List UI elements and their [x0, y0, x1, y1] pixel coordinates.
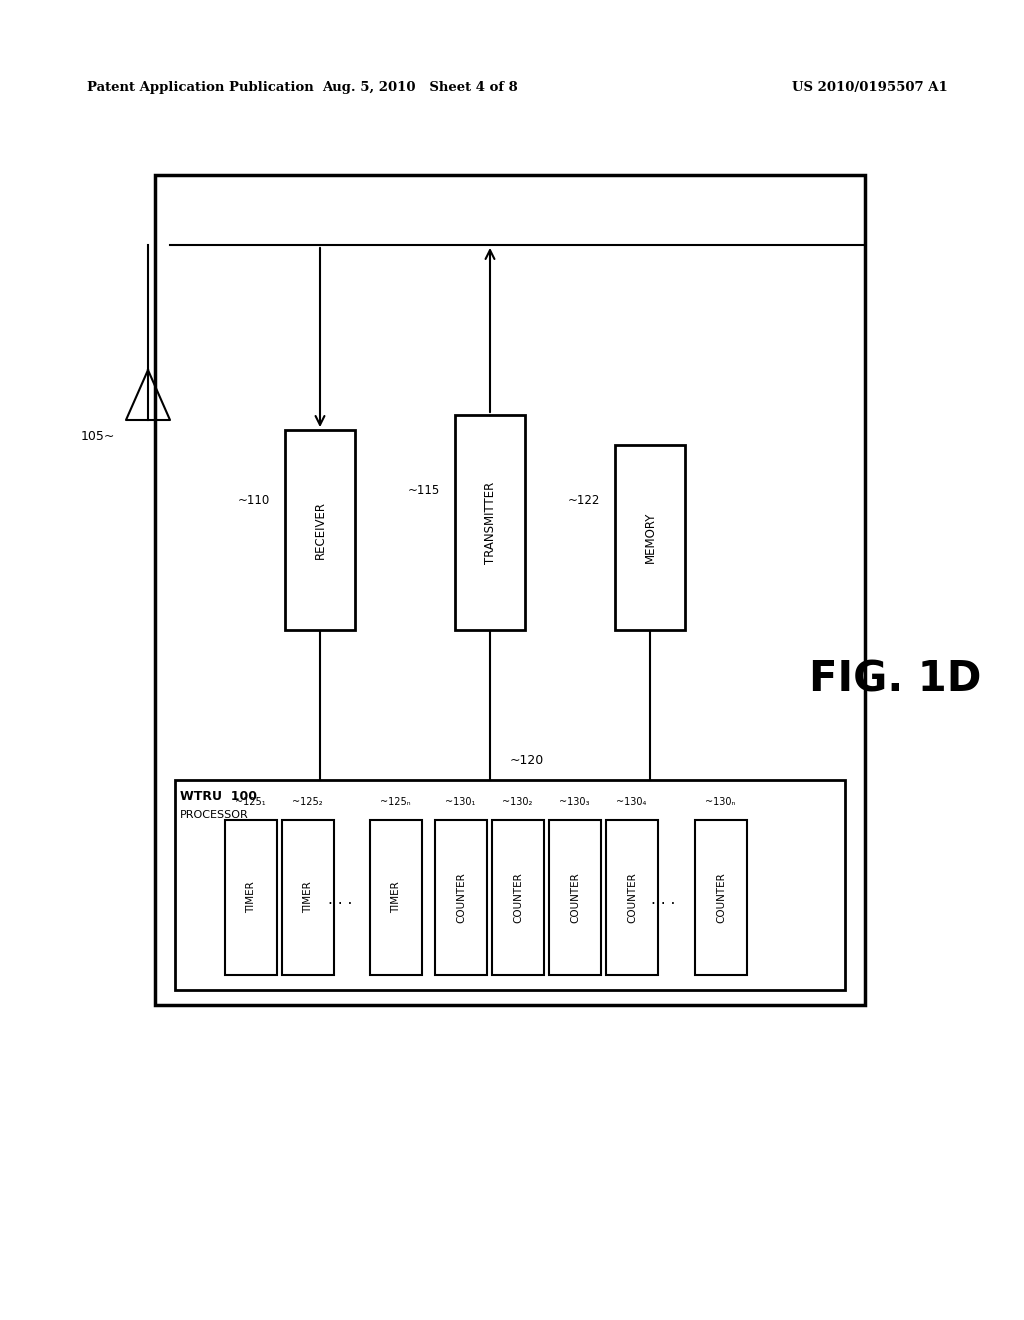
Bar — [492, 820, 544, 975]
Text: TRANSMITTER: TRANSMITTER — [483, 482, 497, 564]
Bar — [695, 820, 746, 975]
Text: US 2010/0195507 A1: US 2010/0195507 A1 — [793, 82, 948, 95]
Text: COUNTER: COUNTER — [627, 873, 637, 923]
Text: COUNTER: COUNTER — [570, 873, 580, 923]
Text: ~130₂: ~130₂ — [502, 797, 532, 807]
Bar — [285, 430, 355, 630]
Text: ~130₃: ~130₃ — [559, 797, 589, 807]
Text: . . .: . . . — [328, 892, 352, 908]
Text: COUNTER: COUNTER — [513, 873, 523, 923]
Text: . . .: . . . — [651, 892, 675, 908]
Text: TIMER: TIMER — [303, 882, 313, 913]
Bar — [370, 820, 422, 975]
Text: RECEIVER: RECEIVER — [313, 502, 327, 558]
Text: COUNTER: COUNTER — [716, 873, 726, 923]
Bar — [155, 176, 865, 1005]
Text: Patent Application Publication: Patent Application Publication — [87, 82, 313, 95]
Text: TIMER: TIMER — [246, 882, 256, 913]
Text: ~130ₙ: ~130ₙ — [705, 797, 735, 807]
Text: ~130₄: ~130₄ — [615, 797, 646, 807]
Text: PROCESSOR: PROCESSOR — [180, 810, 249, 820]
Bar — [455, 414, 525, 630]
Text: MEMORY: MEMORY — [643, 512, 656, 564]
Text: 105~: 105~ — [81, 430, 115, 444]
Bar — [282, 820, 334, 975]
Text: ~125₂: ~125₂ — [292, 797, 323, 807]
Text: COUNTER: COUNTER — [456, 873, 466, 923]
Bar — [175, 780, 845, 990]
Bar — [549, 820, 601, 975]
Text: Aug. 5, 2010   Sheet 4 of 8: Aug. 5, 2010 Sheet 4 of 8 — [323, 82, 518, 95]
Text: ~110: ~110 — [238, 494, 270, 507]
Bar — [435, 820, 487, 975]
Text: ~120: ~120 — [510, 754, 544, 767]
Text: ~122: ~122 — [567, 494, 600, 507]
Text: TIMER: TIMER — [391, 882, 401, 913]
Text: ~125ₙ: ~125ₙ — [380, 797, 411, 807]
Bar — [225, 820, 278, 975]
Text: FIG. 1D: FIG. 1D — [809, 659, 981, 701]
Text: ~115: ~115 — [408, 483, 440, 496]
Bar — [615, 445, 685, 630]
Text: WTRU  100: WTRU 100 — [180, 789, 257, 803]
Bar — [606, 820, 658, 975]
Text: ~130₁: ~130₁ — [444, 797, 475, 807]
Text: ~125₁: ~125₁ — [234, 797, 265, 807]
